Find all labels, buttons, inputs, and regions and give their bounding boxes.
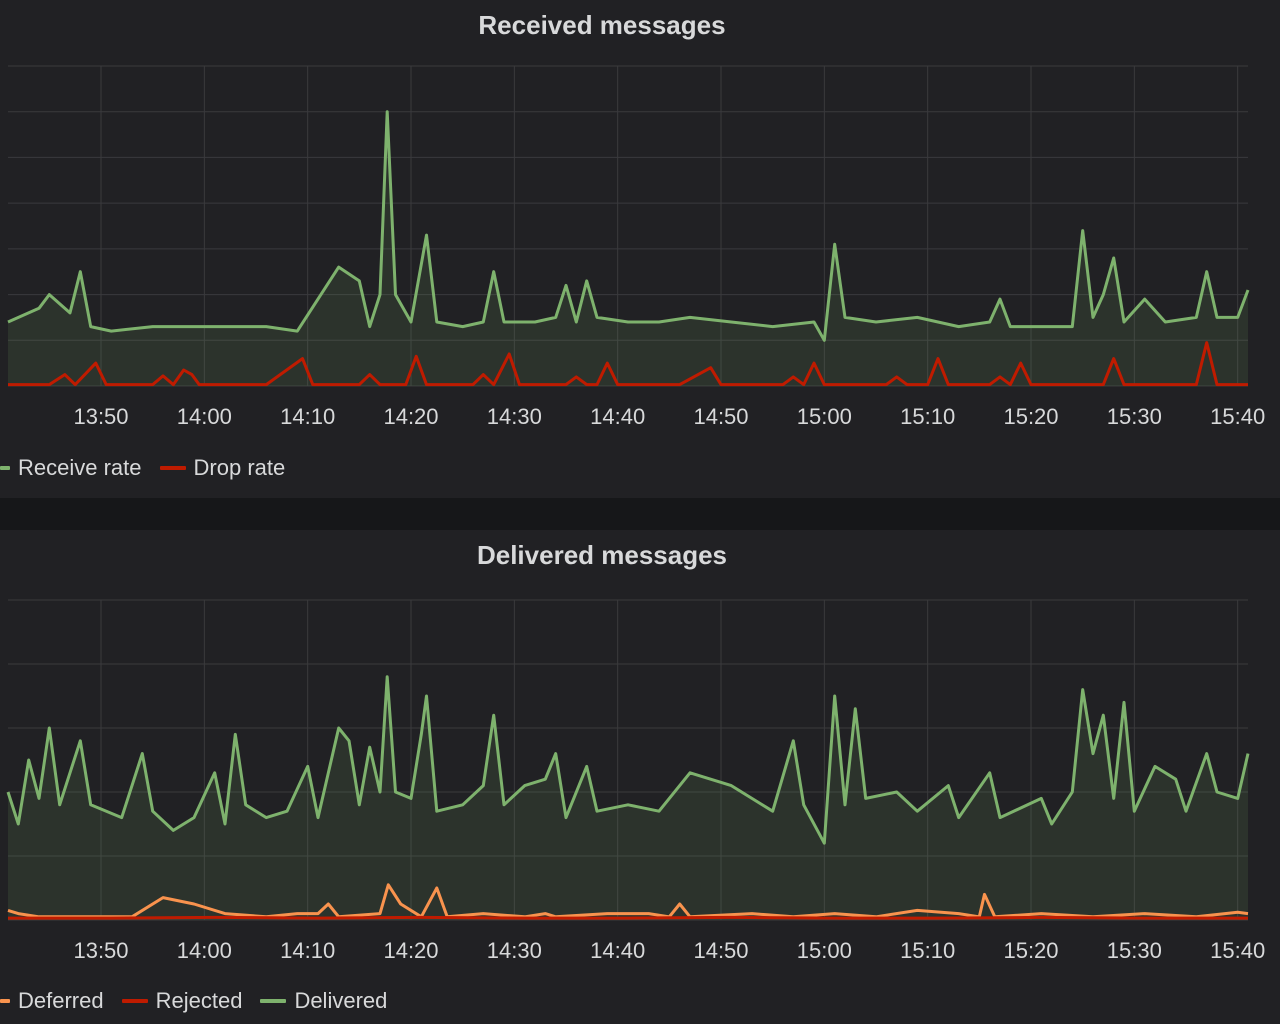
x-tick-label: 15:40 xyxy=(1210,404,1265,429)
x-tick-label: 15:00 xyxy=(797,404,852,429)
series-line-delivered xyxy=(6,675,1250,845)
series-area-receive-rate xyxy=(8,111,1248,386)
legend-item[interactable]: Deferred xyxy=(0,988,104,1014)
legend-swatch xyxy=(0,466,10,470)
received-messages-chart: 13:50 14:00 14:10 14:20 14:30 14:40 14:50 15:00… xyxy=(7,65,1265,429)
legend: Receive rate Drop rate xyxy=(0,453,285,483)
x-tick-label: 14:00 xyxy=(177,938,232,963)
delivered-messages-chart: 13:50 14:00 14:10 14:20 14:30 14:40 14:50 15:00… xyxy=(6,599,1265,963)
x-tick-label: 14:50 xyxy=(693,938,748,963)
legend-item[interactable]: Drop rate xyxy=(159,455,286,481)
legend-swatch xyxy=(260,999,287,1003)
legend-item[interactable]: Rejected xyxy=(121,988,243,1014)
panel-title: Received messages xyxy=(478,10,726,40)
legend: Deferred Rejected Delivered xyxy=(0,986,387,1016)
x-tick-label: 15:30 xyxy=(1107,938,1162,963)
x-tick-label: 14:20 xyxy=(383,404,438,429)
legend-label: Drop rate xyxy=(193,455,286,480)
x-tick-label: 13:50 xyxy=(73,404,128,429)
x-tick-label: 14:10 xyxy=(280,938,335,963)
legend-label: Deferred xyxy=(18,988,104,1013)
x-tick-label: 15:20 xyxy=(1003,938,1058,963)
legend-label: Rejected xyxy=(155,988,243,1013)
series-line-rejected xyxy=(8,915,1248,920)
x-tick-label: 14:40 xyxy=(590,938,645,963)
panel-title: Delivered messages xyxy=(476,540,728,570)
x-tick-label: 15:10 xyxy=(900,404,955,429)
grid xyxy=(8,599,1248,921)
legend-label: Delivered xyxy=(294,988,388,1013)
delivered-messages-panel: Delivered messages 13:50 14:00 14:10 14:20 1… xyxy=(0,530,1280,1024)
legend-item[interactable]: Delivered xyxy=(260,988,387,1014)
x-tick-label: 15:30 xyxy=(1107,404,1162,429)
legend-swatch xyxy=(121,999,148,1003)
x-tick-label: 14:20 xyxy=(383,938,438,963)
series-area-delivered xyxy=(8,676,1248,920)
x-tick-label: 14:40 xyxy=(590,404,645,429)
received-messages-panel: Received messages 13:50 14:00 14:10 14:20 14… xyxy=(0,0,1280,498)
x-tick-label: 14:30 xyxy=(487,404,542,429)
x-tick-label: 14:50 xyxy=(693,404,748,429)
x-tick-label: 15:40 xyxy=(1210,938,1265,963)
x-tick-label: 14:10 xyxy=(280,404,335,429)
legend-label: Receive rate xyxy=(18,455,142,480)
x-tick-label: 15:10 xyxy=(900,938,955,963)
x-tick-label: 15:00 xyxy=(797,938,852,963)
legend-item[interactable]: Receive rate xyxy=(0,455,142,481)
x-tick-label: 14:30 xyxy=(487,938,542,963)
series-line-receive-rate xyxy=(7,110,1250,342)
legend-swatch xyxy=(0,999,10,1003)
x-tick-label: 13:50 xyxy=(73,938,128,963)
legend-swatch xyxy=(159,466,186,470)
x-tick-label: 15:20 xyxy=(1003,404,1058,429)
series-line-drop-rate xyxy=(8,341,1248,387)
x-tick-label: 14:00 xyxy=(177,404,232,429)
series-line-deferred xyxy=(7,883,1249,919)
